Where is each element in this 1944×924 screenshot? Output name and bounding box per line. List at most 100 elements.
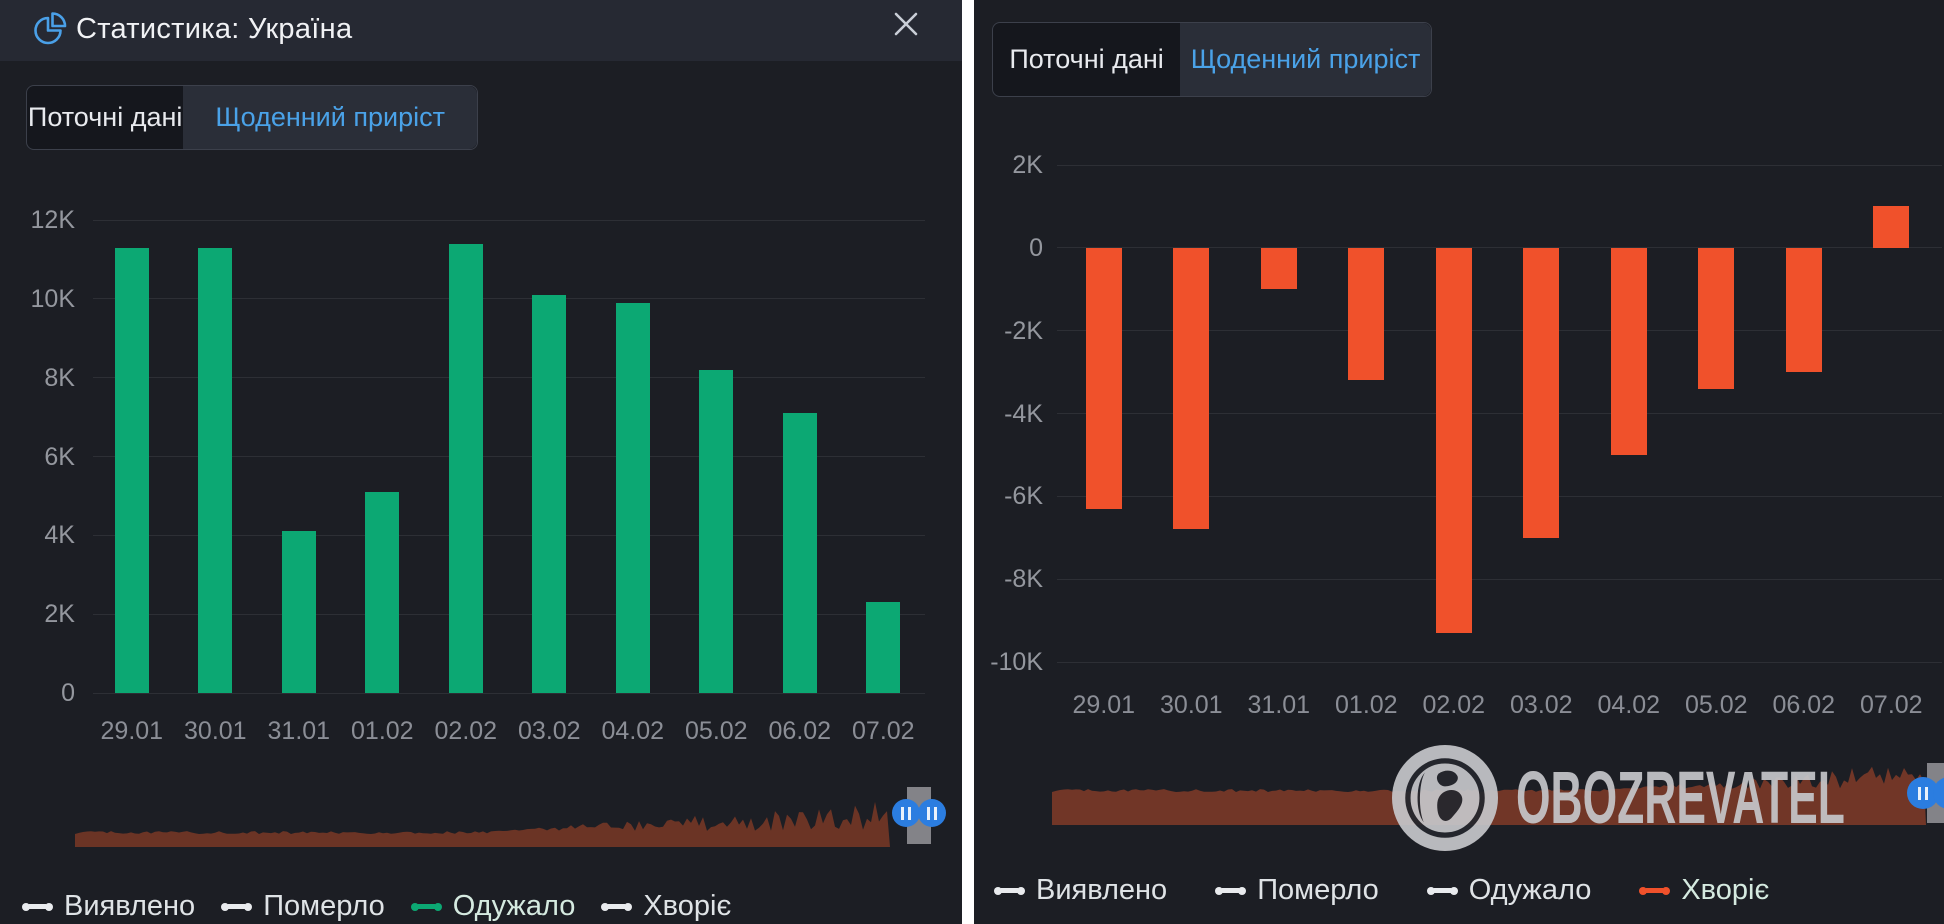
gridline [93, 219, 925, 221]
x-axis-tick: 07.02 [852, 717, 915, 745]
gridline [1057, 164, 1942, 166]
tab-current-data[interactable]: Поточні дані [1009, 44, 1164, 74]
y-axis-tick: 12K [30, 206, 75, 234]
series-marker [994, 886, 1025, 895]
x-axis-tick: 03.02 [1510, 691, 1573, 719]
bar-02.02[interactable] [448, 243, 483, 694]
gridline [1057, 661, 1942, 663]
close-icon[interactable] [890, 8, 922, 40]
x-axis-tick: 02.02 [1422, 691, 1486, 719]
legend-item-Виявлено[interactable]: Виявлено [22, 890, 195, 923]
series-legend: Виявлено Померло Одужало Хворіє [22, 890, 731, 923]
legend-item-Одужало[interactable]: Одужало [1426, 874, 1592, 907]
timeline-minimap[interactable] [75, 795, 890, 847]
x-axis-tick: 06.02 [768, 717, 832, 745]
legend-item-Виявлено[interactable]: Виявлено [994, 874, 1167, 907]
gridline [1057, 578, 1942, 580]
y-axis-tick: 10K [30, 284, 75, 313]
legend-item-Померло[interactable]: Померло [221, 890, 385, 923]
bar-04.02[interactable] [615, 302, 650, 693]
series-marker [601, 902, 633, 911]
y-axis-tick: 0 [61, 679, 75, 707]
legend-label: Одужало [1468, 874, 1592, 906]
bar-06.02[interactable] [1785, 247, 1822, 373]
bar-chart-recovered: 0 2K 4K 6K 8K 10K 12K 29.01 30.01 31.01 01.02 02.02… [0, 0, 962, 924]
y-axis-tick: 2K [1012, 151, 1043, 179]
scrubber-handle-left[interactable] [892, 799, 920, 827]
tab-bar: Поточні дані Щоденний приріст [992, 22, 1432, 97]
legend-item-Одужало[interactable]: Одужало [410, 890, 575, 923]
scrubber-handle-right[interactable] [918, 799, 946, 827]
legend-item-Хворіє[interactable]: Хворіє [1639, 874, 1769, 907]
legend-item-Хворіє[interactable]: Хворіє [601, 890, 731, 923]
bar-01.02[interactable] [1348, 247, 1385, 381]
tab-current-data[interactable]: Поточні дані [27, 102, 183, 132]
bar-29.01[interactable] [1085, 247, 1122, 509]
stats-panel-left: Статистика: Україна Поточні дані Щоденни… [0, 0, 962, 924]
x-axis-tick: 03.02 [518, 717, 581, 745]
y-axis-tick: -10K [990, 648, 1043, 676]
bar-05.02[interactable] [1698, 247, 1735, 389]
legend-item-Померло[interactable]: Померло [1215, 874, 1379, 907]
bar-05.02[interactable] [699, 369, 734, 693]
window-title: Статистика: Україна [76, 13, 353, 45]
y-axis-tick: 4K [44, 521, 75, 550]
series-marker [410, 902, 442, 911]
y-axis-tick: -2K [1004, 316, 1043, 345]
gridline [93, 377, 925, 379]
gridline [93, 298, 925, 300]
series-marker [22, 902, 53, 911]
scrubber-handle-right[interactable] [1933, 777, 1944, 809]
bar-01.02[interactable] [365, 492, 400, 693]
bar-03.02[interactable] [1523, 247, 1560, 538]
bar-06.02[interactable] [782, 413, 817, 693]
gridline [93, 692, 925, 694]
x-axis-tick: 02.02 [434, 717, 498, 745]
tab-daily-increase[interactable]: Щоденний приріст [183, 86, 477, 149]
gridline [1057, 495, 1942, 497]
x-axis-tick: 05.02 [685, 717, 748, 745]
y-axis-tick: 6K [44, 442, 75, 471]
bar-29.01[interactable] [114, 247, 149, 693]
series-marker [1426, 886, 1458, 895]
y-axis-tick: -6K [1004, 482, 1043, 511]
window-header: Статистика: Україна [0, 0, 962, 61]
x-axis-tick: 30.01 [1160, 691, 1223, 719]
gridline [1057, 413, 1942, 414]
y-axis-tick: -8K [1004, 565, 1043, 594]
bar-03.02[interactable] [532, 294, 567, 693]
x-axis-tick: 29.01 [100, 717, 164, 745]
tab-bar: Поточні дані Щоденний приріст [26, 85, 478, 150]
bar-02.02[interactable] [1435, 247, 1472, 633]
timeline-minimap[interactable] [1052, 758, 1926, 825]
bar-30.01[interactable] [1173, 247, 1210, 530]
gridline [93, 534, 925, 536]
gridline [93, 613, 925, 615]
x-axis-tick: 07.02 [1860, 691, 1923, 719]
pie-chart-icon [30, 11, 68, 49]
legend-label: Виявлено [1036, 874, 1168, 906]
bar-04.02[interactable] [1610, 247, 1647, 455]
x-axis-tick: 29.01 [1072, 691, 1136, 719]
bar-chart-sick: -10K -8K -6K -4K -2K 0 2K 29.01 30.01 31.01 01.02 0… [974, 0, 1944, 924]
series-legend: Виявлено Померло Одужало Хворіє [994, 874, 1769, 907]
bar-07.02[interactable] [866, 602, 901, 693]
bar-07.02[interactable] [1873, 206, 1910, 248]
legend-label: Померло [1257, 874, 1379, 906]
y-axis-tick: 0 [1029, 233, 1043, 262]
y-axis-tick: 2K [44, 600, 75, 629]
legend-label: Хворіє [1681, 874, 1770, 906]
x-axis-tick: 04.02 [601, 717, 665, 745]
bar-31.01[interactable] [281, 531, 316, 693]
x-axis-tick: 30.01 [184, 717, 247, 745]
bar-30.01[interactable] [198, 247, 233, 693]
bar-31.01[interactable] [1260, 247, 1297, 290]
tab-daily-increase[interactable]: Щоденний приріст [1180, 23, 1431, 96]
panel-divider [962, 0, 974, 924]
x-axis-tick: 31.01 [1247, 691, 1311, 719]
x-axis-tick: 06.02 [1772, 691, 1836, 719]
legend-label: Виявлено [64, 890, 196, 922]
x-axis-tick: 05.02 [1685, 691, 1748, 719]
series-marker [1639, 886, 1671, 895]
